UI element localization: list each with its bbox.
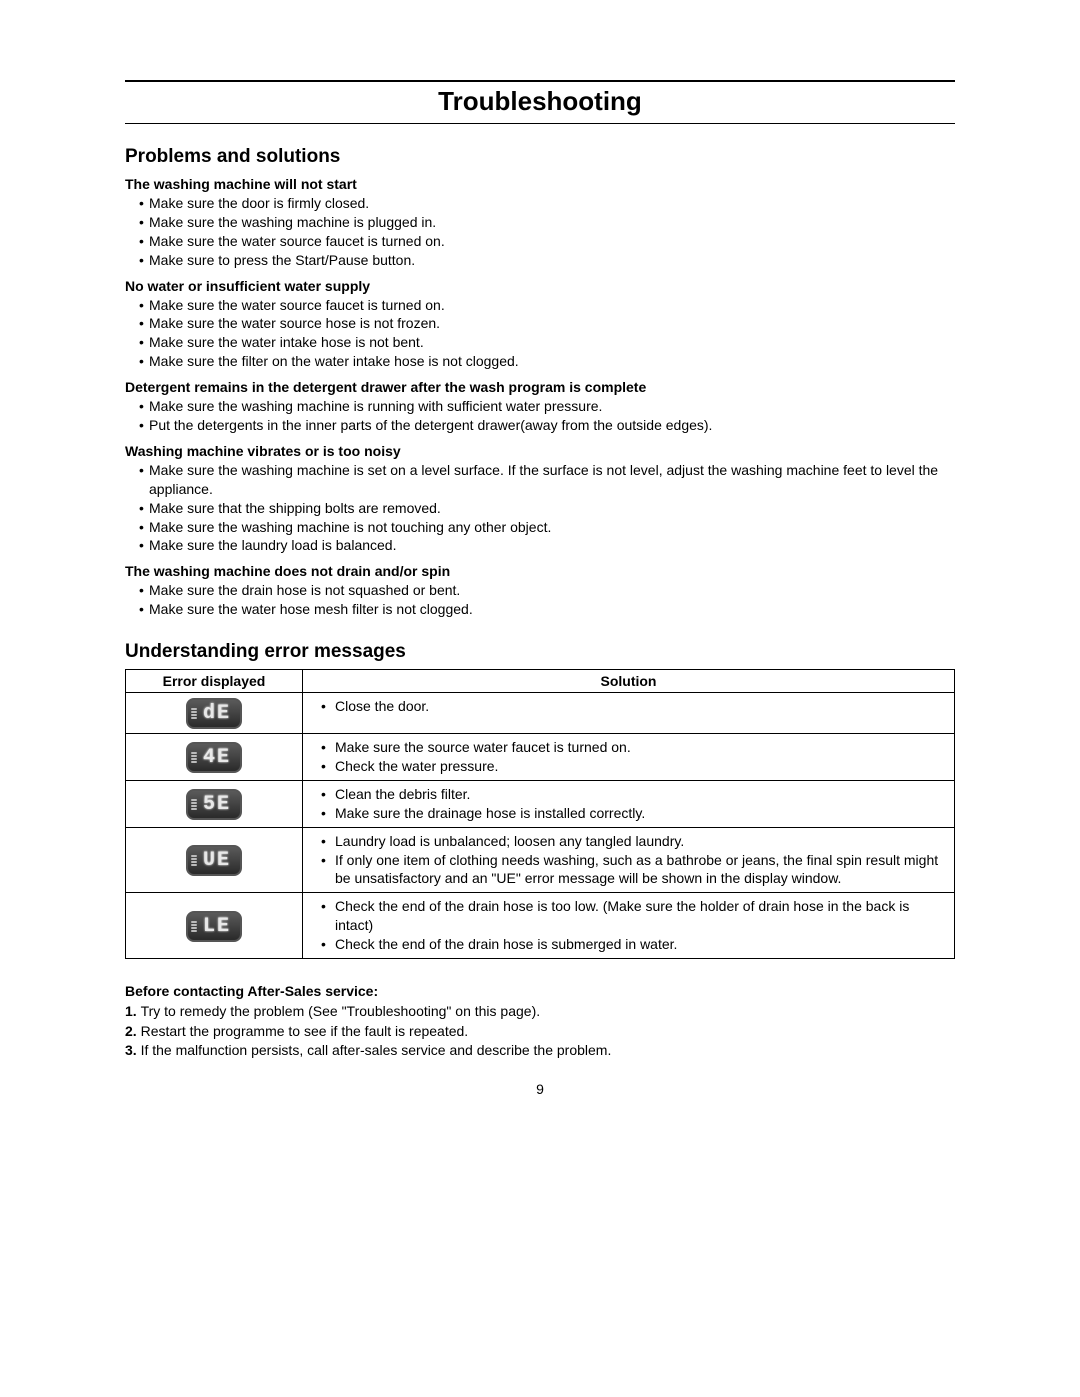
error-code-text: UE: [201, 849, 237, 872]
solution-list: Check the end of the drain hose is too l…: [311, 897, 946, 954]
problem-title: Washing machine vibrates or is too noisy: [125, 443, 955, 459]
error-row: dE Close the door.: [126, 693, 955, 734]
after-step: Restart the programme to see if the faul…: [125, 1022, 955, 1042]
problem-item: Make sure the water source faucet is tur…: [139, 232, 955, 251]
header-error-displayed: Error displayed: [126, 670, 303, 693]
solution-item: Check the end of the drain hose is too l…: [321, 897, 946, 935]
problem-item: Make sure the water intake hose is not b…: [139, 333, 955, 352]
problem-item: Make sure the washing machine is plugged…: [139, 213, 955, 232]
error-table-header-row: Error displayed Solution: [126, 670, 955, 693]
error-display-icon: UE: [186, 845, 242, 876]
problem-item: Make sure the washing machine is not tou…: [139, 518, 955, 537]
solution-item: Make sure the source water faucet is tur…: [321, 738, 946, 757]
problem-bullets: Make sure the drain hose is not squashed…: [125, 581, 955, 619]
page-title: Troubleshooting: [125, 86, 955, 117]
error-code-cell: dE: [126, 693, 303, 734]
error-solution-cell: Close the door.: [303, 693, 955, 734]
problem-title: The washing machine will not start: [125, 176, 955, 192]
error-table: Error displayed Solution dE Close the doo…: [125, 669, 955, 959]
problem-item: Make sure the water source hose is not f…: [139, 314, 955, 333]
solution-list: Laundry load is unbalanced; loosen any t…: [311, 832, 946, 889]
problem-item: Make sure the water source faucet is tur…: [139, 296, 955, 315]
problem-item: Make sure the washing machine is set on …: [139, 461, 955, 499]
error-solution-cell: Laundry load is unbalanced; loosen any t…: [303, 827, 955, 893]
problem-bullets: Make sure the door is firmly closed.Make…: [125, 194, 955, 270]
after-step: If the malfunction persists, call after-…: [125, 1041, 955, 1061]
solution-item: Check the water pressure.: [321, 757, 946, 776]
error-code-cell: 4E: [126, 734, 303, 781]
solution-item: Make sure the drainage hose is installed…: [321, 804, 946, 823]
error-code-text: dE: [201, 702, 237, 725]
solution-item: If only one item of clothing needs washi…: [321, 851, 946, 889]
error-display-icon: 5E: [186, 789, 242, 820]
problem-item: Make sure the laundry load is balanced.: [139, 536, 955, 555]
problem-item: Make sure the drain hose is not squashed…: [139, 581, 955, 600]
solution-item: Check the end of the drain hose is subme…: [321, 935, 946, 954]
error-display-icon: 4E: [186, 742, 242, 773]
problem-item: Put the detergents in the inner parts of…: [139, 416, 955, 435]
solution-list: Close the door.: [311, 697, 946, 716]
error-code-text: LE: [201, 915, 237, 938]
problem-title: Detergent remains in the detergent drawe…: [125, 379, 955, 395]
error-row: LE Check the end of the drain hose is too…: [126, 893, 955, 959]
solution-item: Laundry load is unbalanced; loosen any t…: [321, 832, 946, 851]
problem-item: Make sure the water hose mesh filter is …: [139, 600, 955, 619]
problem-item: Make sure to press the Start/Pause butto…: [139, 251, 955, 270]
problem-bullets: Make sure the washing machine is running…: [125, 397, 955, 435]
error-code-cell: LE: [126, 893, 303, 959]
problem-title: The washing machine does not drain and/o…: [125, 563, 955, 579]
error-code-text: 5E: [201, 793, 237, 816]
error-solution-cell: Make sure the source water faucet is tur…: [303, 734, 955, 781]
solution-item: Close the door.: [321, 697, 946, 716]
problem-item: Make sure the filter on the water intake…: [139, 352, 955, 371]
error-row: 5E Clean the debris filter.Make sure the …: [126, 780, 955, 827]
problem-item: Make sure the washing machine is running…: [139, 397, 955, 416]
error-code-cell: 5E: [126, 780, 303, 827]
header-solution: Solution: [303, 670, 955, 693]
solution-item: Clean the debris filter.: [321, 785, 946, 804]
solution-list: Make sure the source water faucet is tur…: [311, 738, 946, 776]
error-display-icon: dE: [186, 698, 242, 729]
after-sales-steps: Try to remedy the problem (See "Troubles…: [125, 1002, 955, 1061]
error-solution-cell: Check the end of the drain hose is too l…: [303, 893, 955, 959]
problem-title: No water or insufficient water supply: [125, 278, 955, 294]
manual-page: Troubleshooting Problems and solutions T…: [125, 80, 955, 1137]
problem-item: Make sure the door is firmly closed.: [139, 194, 955, 213]
problem-bullets: Make sure the water source faucet is tur…: [125, 296, 955, 372]
after-step: Try to remedy the problem (See "Troubles…: [125, 1002, 955, 1022]
error-row: UE Laundry load is unbalanced; loosen any…: [126, 827, 955, 893]
problem-item: Make sure that the shipping bolts are re…: [139, 499, 955, 518]
top-rule-thin: [125, 123, 955, 124]
page-number: 9: [125, 1081, 955, 1097]
after-sales-heading: Before contacting After-Sales service:: [125, 983, 955, 999]
section-problems-heading: Problems and solutions: [125, 146, 955, 168]
error-row: 4E Make sure the source water faucet is t…: [126, 734, 955, 781]
top-rule-thick: [125, 80, 955, 82]
solution-list: Clean the debris filter.Make sure the dr…: [311, 785, 946, 823]
error-code-cell: UE: [126, 827, 303, 893]
error-code-text: 4E: [201, 746, 237, 769]
problems-list: The washing machine will not start Make s…: [125, 176, 955, 619]
section-errors-heading: Understanding error messages: [125, 641, 955, 663]
error-solution-cell: Clean the debris filter.Make sure the dr…: [303, 780, 955, 827]
problem-bullets: Make sure the washing machine is set on …: [125, 461, 955, 555]
error-display-icon: LE: [186, 911, 242, 942]
